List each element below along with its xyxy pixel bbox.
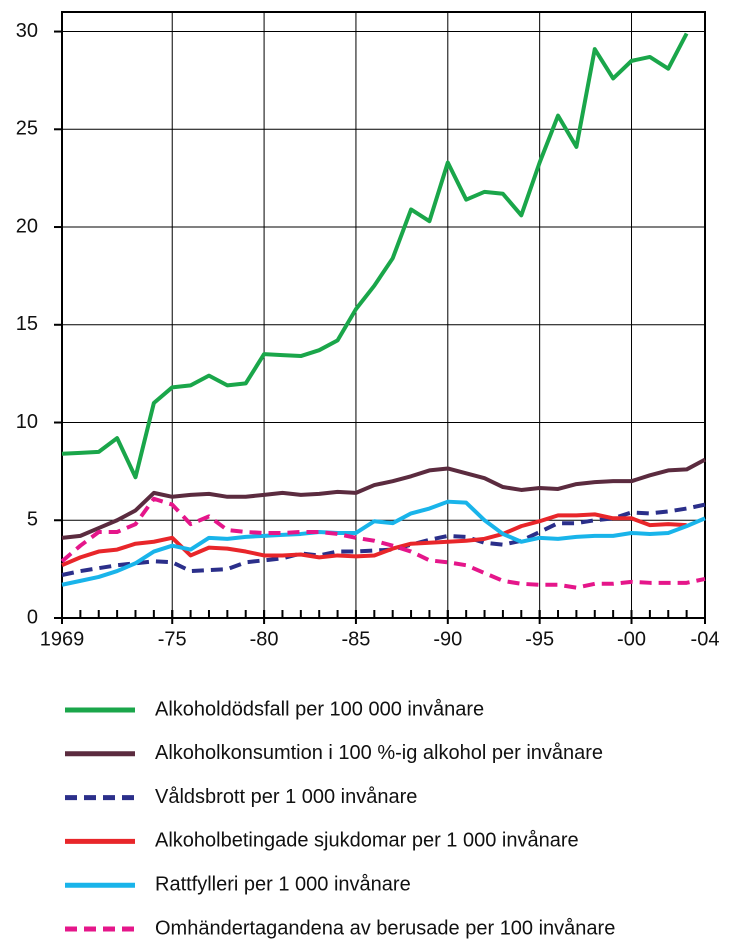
legend-label: Våldsbrott per 1 000 invånare [155,786,417,808]
legend-label: Omhändertagandena av berusade per 100 in… [155,917,615,939]
y-tick-label: 15 [16,313,38,335]
x-tick-label: -90 [433,628,462,650]
series-line [61,32,689,480]
legend-label: Alkoholbetingade sjukdomar per 1 000 inv… [155,830,579,852]
x-tick-label: 1969 [40,628,85,650]
legend-label: Alkoholdödsfall per 100 000 invånare [155,698,484,720]
x-tick-label: -00 [617,628,646,650]
x-tick-label: -80 [250,628,279,650]
series-line [61,499,706,587]
series-line [61,512,687,568]
y-tick-label: 25 [16,118,38,140]
y-tick-label: 10 [16,411,38,433]
plot-frame [61,11,706,619]
series-line [60,496,706,590]
y-tick-label: 5 [27,509,38,531]
legend-label: Alkoholkonsumtion i 100 %-ig alkohol per… [155,742,603,764]
x-tick-label: -75 [158,628,187,650]
x-tick-label: -85 [341,628,370,650]
series-line [61,457,706,540]
y-tick-label: 0 [27,606,38,628]
legend-label: Rattfylleri per 1 000 invånare [155,873,411,895]
y-tick-label: 20 [16,215,38,237]
x-tick-label: -04 [691,628,720,650]
y-tick-label: 30 [16,20,38,42]
x-tick-label: -95 [525,628,554,650]
